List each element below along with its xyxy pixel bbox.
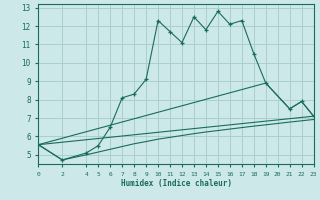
X-axis label: Humidex (Indice chaleur): Humidex (Indice chaleur) [121,179,231,188]
